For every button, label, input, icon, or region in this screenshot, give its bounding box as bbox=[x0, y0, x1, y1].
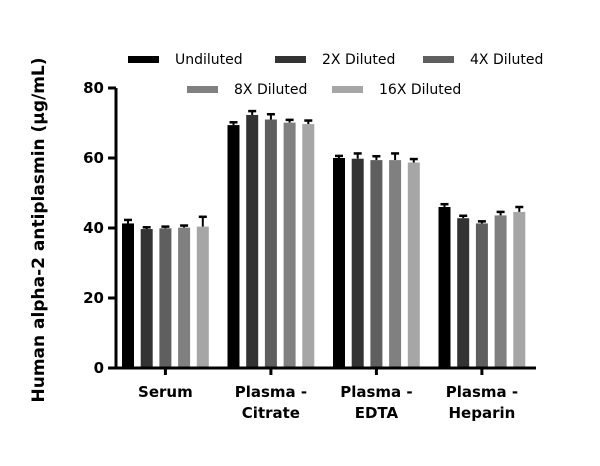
y-tick-label: 20 bbox=[83, 289, 104, 307]
legend-label: 2X Diluted bbox=[322, 52, 395, 68]
y-tick-label: 0 bbox=[94, 359, 104, 377]
legend-swatch bbox=[423, 56, 454, 63]
bar bbox=[407, 162, 420, 368]
x-tick-label: EDTA bbox=[355, 404, 399, 422]
bar bbox=[370, 160, 383, 368]
legend-label: 4X Diluted bbox=[470, 52, 543, 68]
bar bbox=[457, 218, 470, 368]
bar bbox=[438, 207, 451, 368]
bar bbox=[227, 125, 240, 368]
bar bbox=[389, 160, 402, 368]
bar bbox=[494, 215, 507, 368]
legend-swatch bbox=[128, 56, 159, 63]
bar bbox=[178, 227, 191, 368]
x-tick-label: Plasma - bbox=[340, 383, 412, 401]
y-axis-label: Human alpha-2 antiplasmin (µg/mL) bbox=[29, 57, 49, 402]
y-tick-label: 40 bbox=[83, 219, 104, 237]
y-axis: 0 20 40 60 80 bbox=[83, 79, 118, 377]
bar bbox=[159, 228, 172, 368]
legend-label: Undiluted bbox=[175, 52, 243, 68]
x-tick-label: Plasma - bbox=[235, 383, 307, 401]
legend-swatch bbox=[187, 86, 218, 93]
x-tick-label: Heparin bbox=[448, 404, 515, 422]
x-tick-label: Plasma - bbox=[446, 383, 518, 401]
legend: Undiluted 2X Diluted 4X Diluted 8X Diluted 1… bbox=[128, 52, 543, 98]
bar bbox=[302, 124, 315, 368]
legend-label: 8X Diluted bbox=[234, 82, 307, 98]
y-tick-label: 80 bbox=[83, 79, 104, 97]
bar bbox=[333, 158, 345, 368]
bar bbox=[122, 223, 134, 368]
legend-swatch bbox=[332, 86, 363, 93]
bar bbox=[246, 114, 259, 368]
bar bbox=[196, 226, 209, 368]
bar bbox=[351, 158, 364, 368]
bar bbox=[140, 229, 153, 368]
x-axis: Serum Plasma - Citrate Plasma - EDTA Plasma -… bbox=[114, 366, 536, 422]
legend-label: 16X Diluted bbox=[379, 82, 461, 98]
bar bbox=[283, 122, 296, 369]
bar bbox=[513, 211, 526, 368]
legend-swatch bbox=[275, 56, 306, 63]
x-tick-label: Serum bbox=[138, 383, 193, 401]
bar bbox=[475, 223, 488, 368]
bar bbox=[264, 119, 277, 368]
x-tick-label: Citrate bbox=[242, 404, 300, 422]
y-tick-label: 60 bbox=[83, 149, 104, 167]
bars bbox=[122, 109, 526, 369]
